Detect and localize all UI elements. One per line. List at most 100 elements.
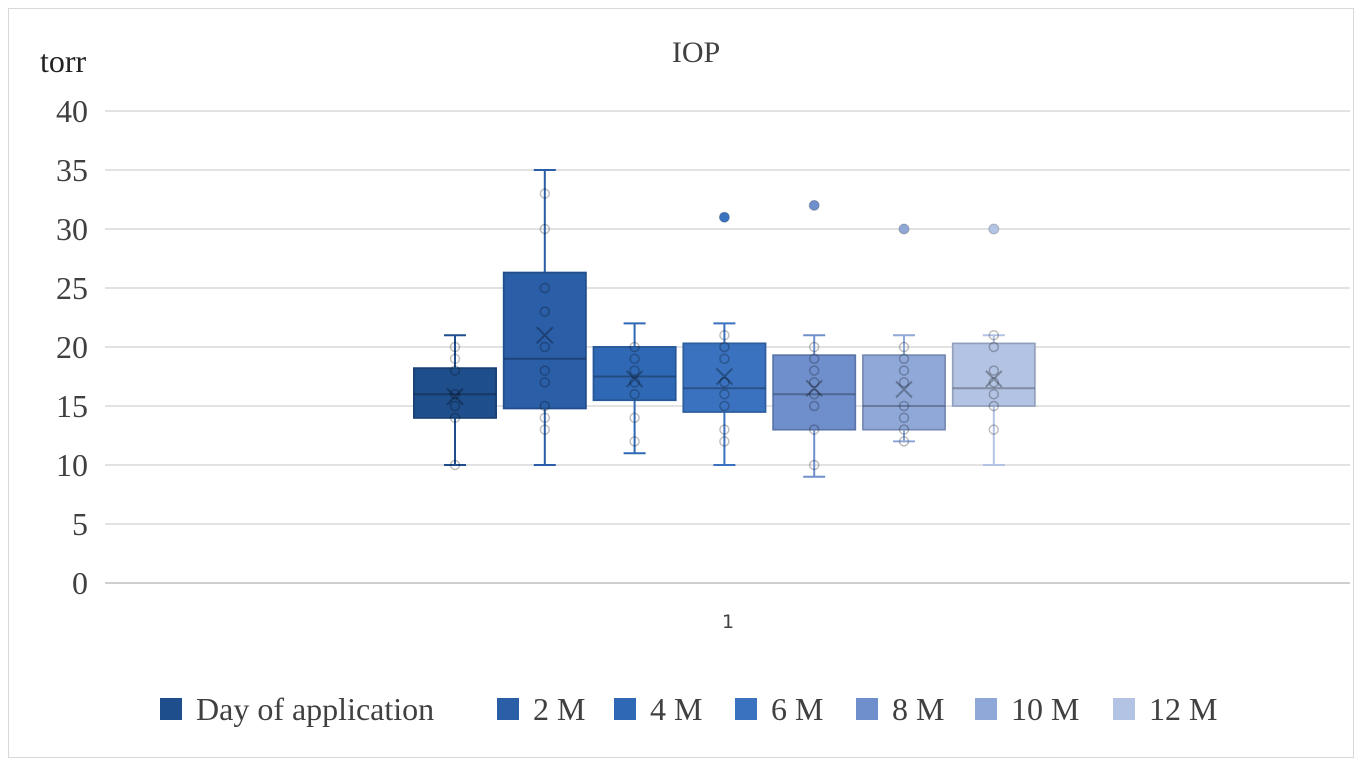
y-tick-label-40: 40 (56, 93, 88, 129)
box-iqr (862, 354, 946, 431)
data-point (808, 424, 820, 435)
data-point (629, 365, 640, 376)
y-tick-label-35: 35 (56, 152, 88, 188)
legend-item-10-m: 10 M (975, 691, 1079, 727)
y-tick-label-10: 10 (56, 447, 88, 483)
legend: Day of application 2 M 4 M 6 M 8 M 10 M 12 M (160, 691, 1217, 727)
data-point (449, 388, 461, 400)
data-point (539, 341, 551, 353)
y-tick-label-0: 0 (72, 565, 88, 601)
mean-marker (715, 367, 734, 386)
data-point (449, 353, 461, 365)
data-point (539, 377, 551, 388)
data-point (988, 377, 1000, 388)
box-outline (413, 367, 497, 419)
legend-swatch (160, 698, 182, 720)
box-outline (952, 342, 1036, 407)
chart-title: IOP (672, 36, 720, 69)
box-4-m (592, 322, 677, 455)
legend-label: 10 M (1011, 691, 1079, 727)
data-point (449, 412, 461, 424)
data-point (539, 282, 551, 294)
x-category-label: 1 (722, 611, 734, 633)
data-point (449, 341, 461, 353)
box-iqr (592, 346, 677, 402)
data-point (808, 459, 820, 471)
data-point (988, 388, 1000, 400)
box-outline (592, 346, 677, 401)
data-point (719, 436, 730, 447)
data-point (898, 424, 910, 435)
legend-label: 6 M (771, 691, 823, 727)
data-point (539, 306, 551, 317)
mean-marker (805, 379, 823, 398)
box-iqr (413, 367, 497, 419)
y-tick-label-20: 20 (56, 329, 88, 365)
data-point (449, 459, 461, 471)
legend-label: 8 M (892, 691, 944, 727)
outlier-point (808, 199, 820, 211)
data-point (539, 400, 551, 412)
data-point (719, 353, 730, 365)
data-point (629, 412, 640, 424)
boxes (413, 169, 1036, 478)
data-point (808, 353, 820, 365)
data-point (629, 436, 640, 447)
mean-marker (625, 370, 644, 388)
legend-label: 2 M (533, 691, 585, 727)
box-outline (503, 271, 587, 410)
data-point (629, 341, 640, 353)
legend-swatch (735, 698, 757, 720)
box-outline (682, 342, 767, 413)
legend-swatch (497, 698, 519, 720)
data-point (719, 377, 730, 388)
legend-label: 4 M (650, 691, 702, 727)
data-point (719, 341, 730, 353)
box-day-of-application (413, 334, 497, 471)
data-point (808, 341, 820, 353)
legend-label: Day of application (196, 691, 434, 727)
data-point (629, 377, 640, 388)
legend-item-8-m: 8 M (856, 691, 944, 727)
data-point (898, 377, 910, 388)
legend-item-4-m: 4 M (614, 691, 702, 727)
outlier-point (898, 223, 910, 235)
mean-marker (536, 326, 554, 344)
outlier-point (988, 223, 1000, 235)
box-iqr (682, 342, 767, 413)
box-iqr (951, 342, 1036, 407)
data-point (808, 365, 820, 376)
data-point (898, 341, 910, 353)
legend-swatch (1113, 698, 1135, 720)
data-point (449, 400, 461, 412)
data-point (629, 353, 640, 365)
data-point (988, 341, 1000, 353)
data-point (719, 388, 730, 400)
legend-swatch (614, 698, 636, 720)
mean-marker (985, 370, 1003, 388)
box-8-m (772, 199, 857, 478)
mean-marker (895, 380, 913, 399)
data-point (629, 388, 640, 400)
legend-item-6-m: 6 M (735, 691, 823, 727)
box-10-m (862, 223, 946, 447)
data-point (898, 353, 910, 365)
legend-item-12-m: 12 M (1113, 691, 1217, 727)
y-tick-label-25: 25 (56, 270, 88, 306)
data-point (988, 424, 1000, 435)
data-point (539, 188, 551, 199)
box-6-m (682, 211, 767, 466)
data-point (808, 388, 820, 400)
legend-item-2-m: 2 M (497, 691, 585, 727)
y-axis-label: torr (40, 43, 87, 79)
legend-item-day-of-application: Day of application (160, 691, 434, 727)
data-point (719, 424, 730, 435)
data-point (898, 365, 910, 376)
box-outline (772, 354, 856, 431)
data-point (988, 400, 1000, 412)
data-point (719, 400, 730, 412)
data-point (539, 223, 551, 235)
mean-marker (446, 387, 464, 406)
chart-frame (8, 8, 1354, 758)
data-point (898, 400, 910, 412)
